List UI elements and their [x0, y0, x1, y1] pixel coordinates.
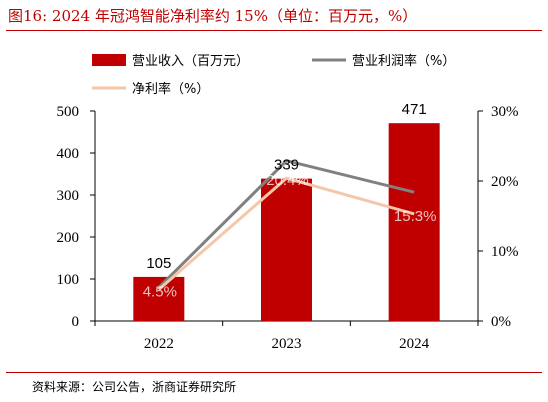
chart-title: 图16: 2024 年冠鸿智能净利率约 15%（单位：百万元，%）	[8, 7, 418, 25]
revenue-data-label: 471	[402, 101, 427, 118]
series-line	[157, 159, 415, 289]
revenue-bar	[261, 178, 312, 321]
revenue-data-label: 105	[146, 255, 171, 272]
right-axis-tick-label: 0%	[491, 314, 511, 330]
revenue-bar	[133, 276, 185, 321]
legend-label: 净利率（%）	[132, 81, 209, 97]
left-axis-tick-label: 400	[57, 146, 80, 162]
revenue-bar	[388, 123, 440, 322]
legend-label: 营业收入（百万元）	[132, 54, 249, 69]
legend-swatch	[92, 54, 126, 66]
net-margin-data-label: 4.5%	[143, 284, 177, 301]
x-axis-tick-label: 2023	[272, 336, 302, 352]
source-divider	[6, 372, 542, 373]
right-axis-tick-label: 30%	[491, 104, 519, 120]
right-axis-tick-label: 20%	[491, 174, 519, 190]
revenue-data-label: 339	[274, 157, 299, 174]
right-axis-tick-label: 10%	[491, 244, 519, 260]
x-axis-tick-label: 2024	[399, 336, 430, 352]
source-note: 资料来源：公司公告，浙商证券研究所	[32, 380, 237, 394]
net-margin-data-label: 20.4%	[266, 172, 309, 189]
series-line	[157, 176, 415, 291]
left-axis-tick-label: 200	[57, 230, 80, 246]
left-axis-tick-label: 100	[57, 272, 80, 288]
left-axis-tick-label: 300	[57, 188, 80, 204]
legend-label: 营业利润率（%）	[352, 53, 455, 69]
x-axis-tick-label: 2022	[144, 336, 174, 352]
title-divider	[6, 30, 542, 31]
left-axis-tick-label: 500	[57, 104, 80, 120]
left-axis-tick-label: 0	[72, 314, 80, 330]
net-margin-data-label: 15.3%	[394, 208, 437, 225]
